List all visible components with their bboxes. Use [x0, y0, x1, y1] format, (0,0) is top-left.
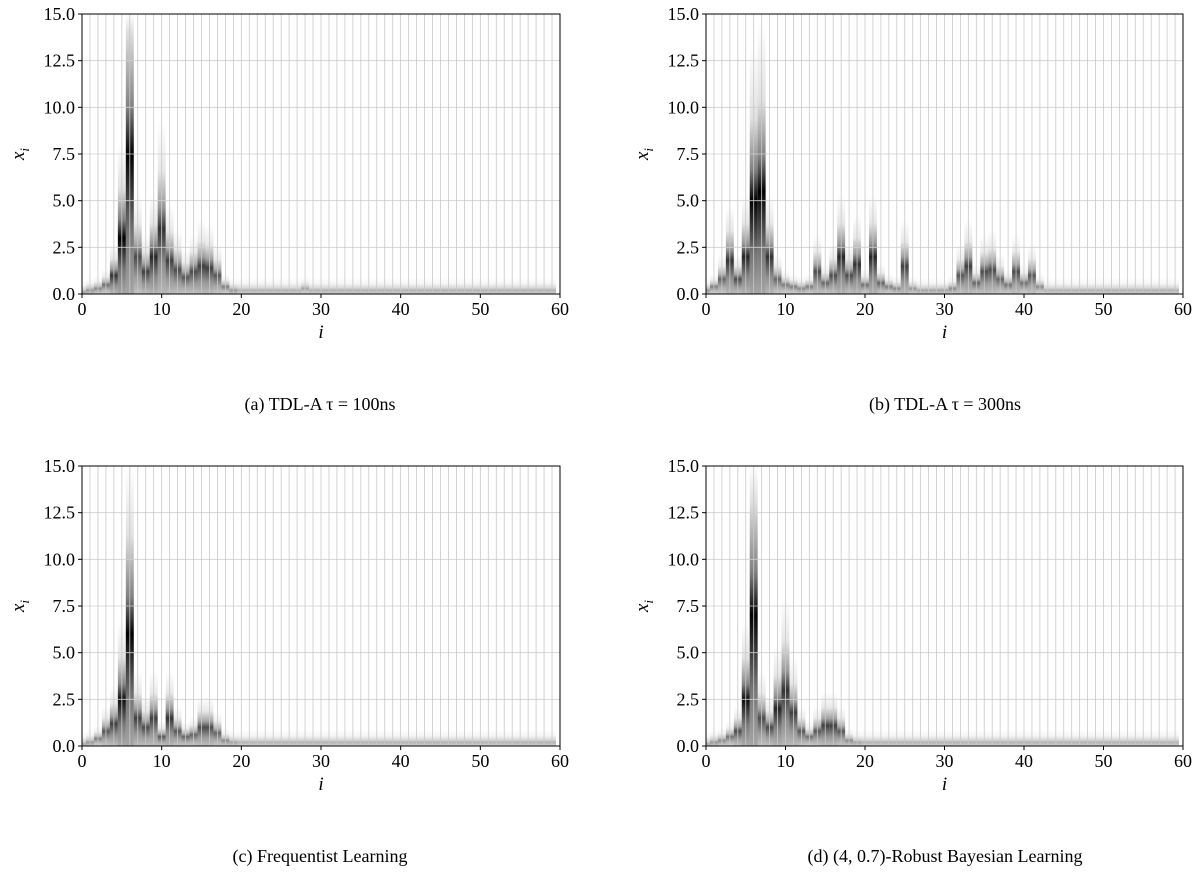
x-tick-label: 30 [936, 751, 954, 771]
y-tick-label: 15.0 [668, 4, 700, 24]
panel-b: 0 10 20 30 40 50 60 0.0 2.5 5.0 7.5 10.0 12.5 15.0 i xi [632, 4, 1192, 343]
x-tick-label: 20 [232, 751, 250, 771]
x-tick-label: 10 [153, 299, 171, 319]
x-axis-label: i [942, 774, 947, 795]
x-tick-label: 20 [856, 299, 874, 319]
y-tick-label: 0.0 [677, 284, 700, 304]
y-tick-label: 5.0 [53, 191, 76, 211]
x-tick-label: 10 [777, 299, 795, 319]
y-tick-label: 10.0 [668, 97, 700, 117]
y-axis-label: xi [8, 148, 32, 161]
y-tick-label: 0.0 [53, 284, 76, 304]
y-tick-label: 7.5 [53, 596, 76, 616]
y-tick-label: 2.5 [677, 689, 700, 709]
x-tick-label: 30 [312, 751, 330, 771]
x-tick-label: 50 [471, 751, 489, 771]
y-tick-label: 5.0 [677, 191, 700, 211]
x-tick-label: 40 [1015, 299, 1033, 319]
x-tick-label: 0 [702, 299, 711, 319]
x-tick-label: 0 [78, 299, 87, 319]
y-tick-label: 7.5 [53, 144, 76, 164]
y-tick-label: 15.0 [668, 456, 700, 476]
x-tick-label: 20 [232, 299, 250, 319]
x-axis-label: i [318, 774, 323, 795]
x-tick-label: 60 [551, 751, 569, 771]
x-tick-label: 50 [471, 299, 489, 319]
x-tick-label: 30 [312, 299, 330, 319]
y-tick-label: 12.5 [44, 503, 76, 523]
x-tick-label: 60 [551, 299, 569, 319]
y-tick-label: 0.0 [677, 736, 700, 756]
x-tick-label: 40 [392, 751, 410, 771]
y-tick-label: 12.5 [668, 51, 700, 71]
x-tick-label: 0 [702, 751, 711, 771]
caption-b: (b) TDL-A τ = 300ns [868, 394, 1022, 414]
y-tick-label: 15.0 [44, 4, 76, 24]
y-tick-label: 10.0 [44, 97, 76, 117]
y-tick-label: 7.5 [677, 596, 700, 616]
panel-a: 0 10 20 30 40 50 60 0.0 2.5 5.0 7.5 10.0 12.5 15.0 i xi [8, 4, 569, 343]
y-tick-label: 5.0 [53, 643, 76, 663]
x-tick-label: 30 [936, 299, 954, 319]
y-tick-label: 7.5 [677, 144, 700, 164]
x-tick-label: 40 [1015, 751, 1033, 771]
x-tick-label: 10 [153, 751, 171, 771]
y-axis-label: xi [632, 148, 656, 161]
caption-a: (a) TDL-A τ = 100ns [244, 394, 396, 414]
y-tick-label: 10.0 [668, 549, 700, 569]
y-tick-label: 15.0 [44, 456, 76, 476]
x-tick-label: 50 [1095, 751, 1113, 771]
panel-d: 0 10 20 30 40 50 60 0.0 2.5 5.0 7.5 10.0 12.5 15.0 i xi [632, 456, 1192, 795]
y-tick-label: 0.0 [53, 736, 76, 756]
caption-d: (d) (4, 0.7)-Robust Bayesian Learning [807, 846, 1083, 866]
y-axis-label: xi [8, 600, 32, 613]
x-tick-label: 50 [1095, 299, 1113, 319]
y-tick-label: 12.5 [668, 503, 700, 523]
y-tick-label: 5.0 [677, 643, 700, 663]
x-tick-label: 20 [856, 751, 874, 771]
y-tick-label: 12.5 [44, 51, 76, 71]
x-tick-label: 60 [1174, 751, 1192, 771]
x-tick-label: 60 [1174, 299, 1192, 319]
y-tick-label: 10.0 [44, 549, 76, 569]
y-tick-label: 2.5 [53, 237, 76, 257]
panel-c: 0 10 20 30 40 50 60 0.0 2.5 5.0 7.5 10.0 12.5 15.0 i xi [8, 456, 569, 795]
y-axis-label: xi [632, 600, 656, 613]
x-axis-label: i [318, 322, 323, 343]
x-tick-label: 0 [78, 751, 87, 771]
y-tick-label: 2.5 [677, 237, 700, 257]
caption-c: (c) Frequentist Learning [232, 846, 408, 866]
y-tick-label: 2.5 [53, 689, 76, 709]
x-tick-label: 40 [392, 299, 410, 319]
x-axis-label: i [942, 322, 947, 343]
x-tick-label: 10 [777, 751, 795, 771]
